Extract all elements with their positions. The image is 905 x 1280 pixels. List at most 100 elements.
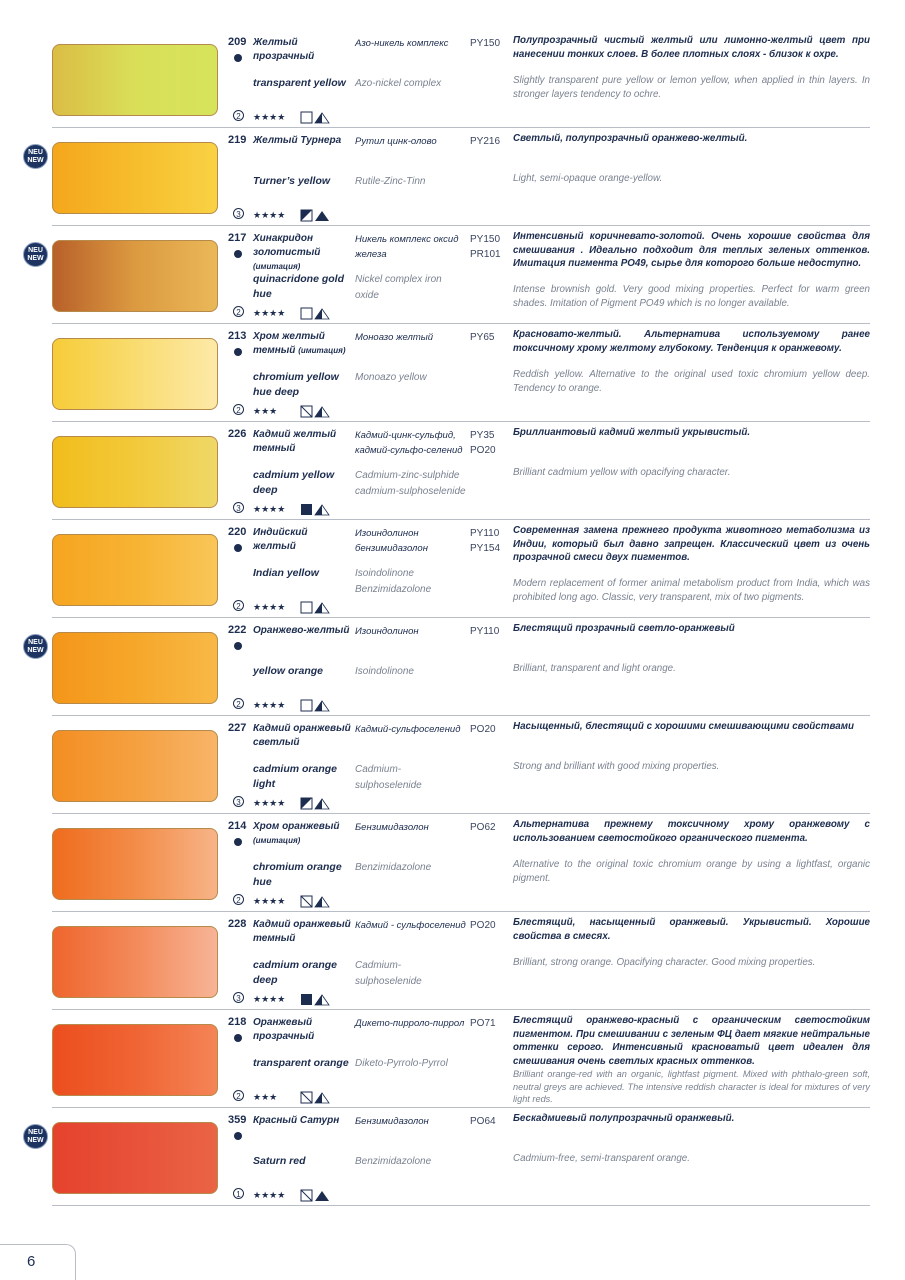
single-pigment-dot-icon bbox=[234, 544, 242, 552]
pigment-code: PO71 bbox=[470, 1018, 496, 1029]
color-name-en: Saturn red bbox=[253, 1155, 306, 1167]
color-row: 220 Индийский желтый Indian yellow 2 ★★★★ Изо… bbox=[0, 520, 905, 618]
single-pigment-dot-icon bbox=[234, 838, 242, 846]
description-en: Cadmium-free, semi-transparent orange. bbox=[513, 1153, 690, 1164]
composition-en: Azo-nickel complex bbox=[355, 78, 442, 89]
composition-en: Cadmium-sulphoselenide bbox=[355, 764, 422, 791]
price-series-icon: 3 bbox=[233, 796, 244, 807]
description-ru: Полупрозрачный чистый желтый или лимонно… bbox=[513, 35, 870, 60]
price-series-icon: 2 bbox=[233, 404, 244, 415]
color-swatch bbox=[52, 142, 218, 214]
opacity-staining-icons bbox=[300, 699, 332, 718]
color-swatch bbox=[52, 240, 218, 312]
composition-ru: Дикето-пирроло-пиррол bbox=[355, 1018, 465, 1029]
new-badge: NEU NEW bbox=[23, 1124, 48, 1149]
color-number: 220 bbox=[228, 526, 247, 538]
description-ru: Красновато-желтый. Альтернатива использу… bbox=[513, 329, 870, 354]
description-ru: Насыщенный, блестящий с хорошими смешива… bbox=[513, 721, 854, 732]
row-divider bbox=[52, 715, 870, 716]
opacity-staining-icons bbox=[300, 993, 332, 1012]
color-name-ru: Оранжево-желтый bbox=[253, 625, 350, 636]
pigment-code: PY216 bbox=[470, 136, 501, 147]
opacity-transparent-icon bbox=[300, 111, 330, 124]
composition-ru: Кадмий - сульфоселенид bbox=[355, 920, 466, 931]
opacity-opaque-icon bbox=[301, 994, 330, 1006]
price-series-icon: 2 bbox=[233, 894, 244, 905]
pigment-code: PY110 bbox=[470, 626, 500, 637]
lightfastness-stars: ★★★ bbox=[253, 406, 278, 416]
color-row: 218 Оранжевый прозрачный transparent orang… bbox=[0, 1010, 905, 1108]
color-name-ru: Хинакридон золотистый (имитация) bbox=[253, 233, 321, 271]
composition-en: Diketo-Pyrrolo-Pyrrol bbox=[355, 1058, 448, 1069]
price-series-icon: 3 bbox=[233, 502, 244, 513]
color-row: NEU NEW 359 Красный Сатурн Saturn red 1 ★★★★ Бе… bbox=[0, 1108, 905, 1206]
badge-line-neu: NEU bbox=[28, 247, 43, 254]
opacity-semi-transparent-icon bbox=[300, 1189, 329, 1202]
opacity-staining-icons bbox=[300, 601, 332, 620]
opacity-transparent-icon bbox=[300, 601, 330, 614]
opacity-staining-icons bbox=[300, 405, 332, 424]
description-en: Brilliant cadmium yellow with opacifying… bbox=[513, 467, 731, 478]
color-name-en: transparent yellow bbox=[253, 77, 346, 89]
description-ru: Интенсивный коричневато-золотой. Очень х… bbox=[513, 231, 870, 269]
row-divider bbox=[52, 127, 870, 128]
color-number: 217 bbox=[228, 232, 247, 244]
color-number: 222 bbox=[228, 624, 247, 636]
description-ru: Блестящий прозрачный светло-оранжевый bbox=[513, 623, 735, 634]
pigment-code: PR101 bbox=[470, 249, 501, 260]
row-divider bbox=[52, 323, 870, 324]
color-name-ru: Оранжевый прозрачный bbox=[253, 1017, 315, 1042]
color-name-ru: Красный Сатурн bbox=[253, 1115, 340, 1126]
opacity-opaque-icon bbox=[301, 504, 330, 516]
row-divider bbox=[52, 1107, 870, 1108]
lightfastness-stars: ★★★★ bbox=[253, 994, 286, 1004]
color-swatch bbox=[52, 632, 218, 704]
price-series-icon: 2 bbox=[233, 698, 244, 709]
composition-ru: Никель комплекс оксид железа bbox=[355, 234, 459, 260]
pigment-codes: PO64 bbox=[470, 1114, 496, 1129]
price-series-icon: 2 bbox=[233, 110, 244, 121]
opacity-staining-icons bbox=[300, 895, 332, 914]
color-name-ru: Хром оранжевый (имитация) bbox=[253, 821, 340, 845]
badge-line-neu: NEU bbox=[28, 149, 43, 156]
composition-ru: Бензимидазолон bbox=[355, 822, 429, 833]
color-name-ru: Кадмий желтый темный bbox=[253, 429, 337, 454]
pigment-codes: PY110 bbox=[470, 624, 499, 639]
single-pigment-dot-icon bbox=[234, 642, 242, 650]
pigment-codes: PY150 PR101 bbox=[470, 232, 501, 262]
opacity-staining-icons bbox=[300, 111, 332, 130]
opacity-semi-transparent-icon bbox=[300, 1091, 330, 1104]
opacity-semi-opaque-icon bbox=[300, 209, 329, 222]
color-name-en: Turner’s yellow bbox=[253, 175, 331, 187]
badge-line-neu: NEU bbox=[28, 1129, 43, 1136]
pigment-code: PO64 bbox=[470, 1116, 496, 1127]
pigment-code: PO20 bbox=[470, 920, 496, 931]
pigment-code: PY110 bbox=[470, 528, 500, 539]
color-row: NEU NEW 217 Хинакридон золотистый (имитация… bbox=[0, 226, 905, 324]
price-series-icon: 2 bbox=[233, 1090, 244, 1101]
price-series-icon: 2 bbox=[233, 600, 244, 611]
description-ru: Современная замена прежнего продукта жив… bbox=[513, 525, 870, 563]
description-ru: Бескадмиевый полупрозрачный оранжевый. bbox=[513, 1113, 735, 1124]
description-en: Brilliant, transparent and light orange. bbox=[513, 663, 676, 674]
badge-line-new: NEW bbox=[27, 647, 44, 654]
lightfastness-stars: ★★★★ bbox=[253, 210, 286, 220]
color-number: 226 bbox=[228, 428, 247, 440]
color-swatch bbox=[52, 436, 218, 508]
composition-ru: Моноазо желтый bbox=[355, 332, 434, 343]
lightfastness-stars: ★★★★ bbox=[253, 308, 286, 318]
composition-en: Isoindolinone bbox=[355, 666, 414, 677]
color-swatch bbox=[52, 338, 218, 410]
opacity-staining-icons bbox=[300, 797, 332, 816]
lightfastness-stars: ★★★★ bbox=[253, 602, 286, 612]
color-name-en: yellow orange bbox=[253, 665, 324, 677]
composition-en: Benzimidazolone bbox=[355, 862, 432, 873]
lightfastness-stars: ★★★★ bbox=[253, 504, 286, 514]
opacity-staining-icons bbox=[300, 1189, 332, 1208]
color-row: 214 Хром оранжевый (имитация) chromium ora… bbox=[0, 814, 905, 912]
color-number: 213 bbox=[228, 330, 247, 342]
color-number: 218 bbox=[228, 1016, 247, 1028]
single-pigment-dot-icon bbox=[234, 54, 242, 62]
row-divider bbox=[52, 519, 870, 520]
description-en: Brilliant, strong orange. Opacifying cha… bbox=[513, 957, 816, 968]
